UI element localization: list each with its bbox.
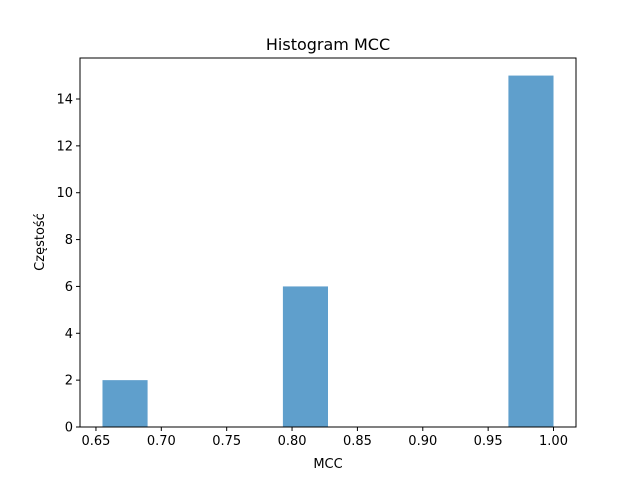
y-tick-label-7: 14 [56, 93, 73, 108]
y-axis-ticks: 0 2 4 6 8 10 12 14 [56, 93, 80, 436]
x-tick-label-3: 0.80 [278, 434, 307, 449]
x-axis-ticks: 0.65 0.70 0.75 0.80 0.85 0.90 0.95 1.00 [81, 427, 568, 449]
y-tick-label-5: 10 [56, 186, 73, 201]
x-tick-label-1: 0.70 [147, 434, 176, 449]
y-tick-label-1: 2 [65, 374, 73, 389]
x-axis-label: MCC [313, 457, 342, 472]
y-tick-label-3: 6 [65, 280, 73, 295]
y-tick-label-2: 4 [65, 327, 73, 342]
x-tick-label-2: 0.75 [212, 434, 241, 449]
y-tick-label-6: 12 [56, 139, 73, 154]
histogram-bar-4 [282, 286, 328, 427]
bars-group [102, 75, 554, 428]
chart-title: Histogram MCC [266, 35, 390, 54]
y-tick-label-4: 8 [65, 233, 73, 248]
x-tick-label-7: 1.00 [539, 434, 568, 449]
x-tick-label-4: 0.85 [343, 434, 372, 449]
histogram-bar-9 [508, 75, 554, 428]
histogram-bar-0 [102, 380, 148, 427]
y-tick-label-0: 0 [65, 421, 73, 436]
plot-area-frame [79, 57, 577, 428]
x-tick-label-0: 0.65 [81, 434, 110, 449]
x-tick-label-5: 0.90 [408, 434, 437, 449]
x-tick-label-6: 0.95 [474, 434, 503, 449]
y-axis-label: Częstość [33, 213, 48, 271]
